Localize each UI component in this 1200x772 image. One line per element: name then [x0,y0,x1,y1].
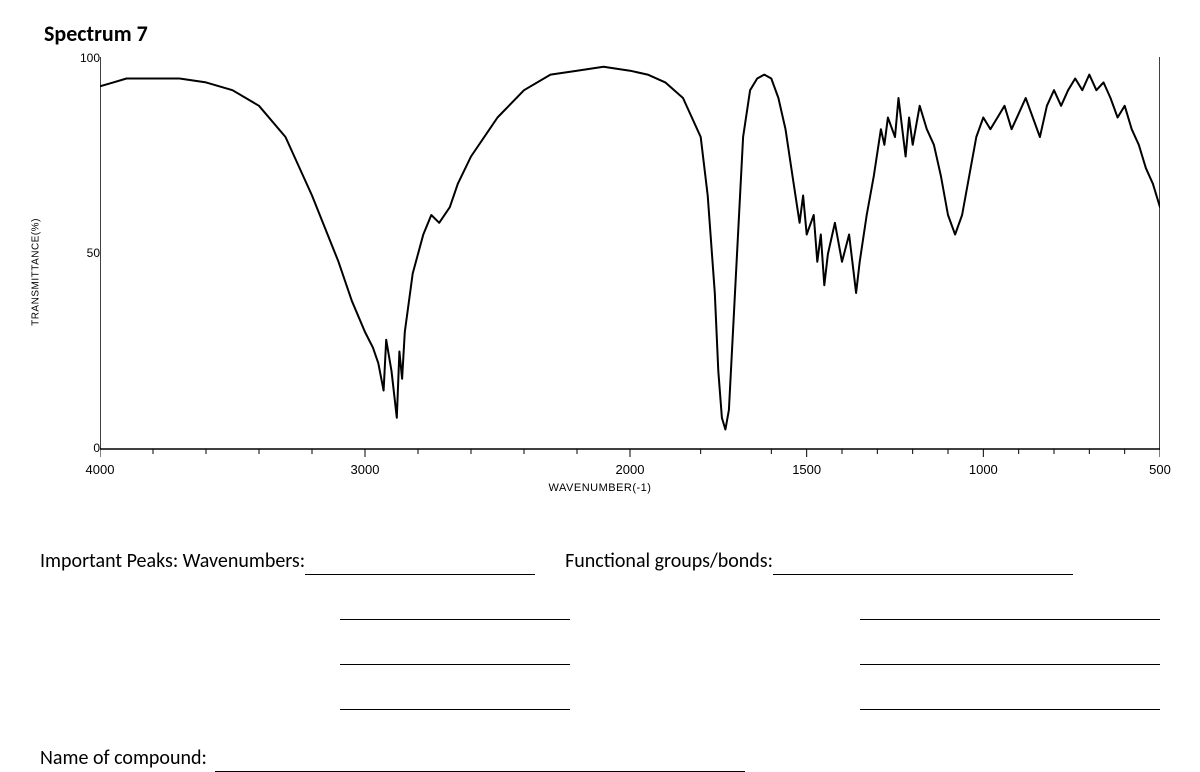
wavenumber-blank[interactable] [305,552,535,575]
functional-groups-label: Functional groups/bonds: [565,547,773,575]
x-tick-label: 1000 [969,462,998,477]
wavenumbers-label: Important Peaks: Wavenumbers: [40,547,305,575]
spectrum-plot-svg [100,57,1160,462]
x-tick-label: 3000 [351,462,380,477]
compound-name-blank[interactable] [215,749,745,772]
ir-spectrum-chart: TRANSMITTANCE(%) WAVENUMBER(-1) 10050040… [40,57,1160,487]
group-blanks-column [860,597,1160,710]
compound-name-row: Name of compound: [40,744,1160,772]
x-tick-label: 4000 [86,462,115,477]
functional-group-blank[interactable] [860,642,1160,665]
wavenumber-blanks-column [340,597,570,710]
x-tick-label: 2000 [616,462,645,477]
y-axis-label: TRANSMITTANCE(%) [31,218,42,326]
spacer [570,597,860,710]
compound-name-label: Name of compound: [40,744,207,772]
x-axis-label: WAVENUMBER(-1) [549,482,652,494]
y-tick-label: 0 [60,441,100,455]
extra-blank-rows [40,597,1160,710]
x-tick-label: 500 [1149,462,1171,477]
functional-group-blank[interactable] [773,552,1073,575]
functional-group-blank[interactable] [860,687,1160,710]
wavenumber-blank[interactable] [340,642,570,665]
worksheet-form: Important Peaks: Wavenumbers: Functional… [40,547,1160,772]
wavenumber-blank[interactable] [340,597,570,620]
y-tick-label: 100 [60,51,100,65]
spectrum-title: Spectrum 7 [44,20,1160,47]
wavenumber-blank[interactable] [340,687,570,710]
y-tick-label: 50 [60,246,100,260]
functional-group-blank[interactable] [860,597,1160,620]
page-root: Spectrum 7 TRANSMITTANCE(%) WAVENUMBER(-… [0,0,1200,756]
indent-spacer [40,597,340,710]
peaks-row: Important Peaks: Wavenumbers: Functional… [40,547,1160,575]
x-tick-label: 1500 [792,462,821,477]
